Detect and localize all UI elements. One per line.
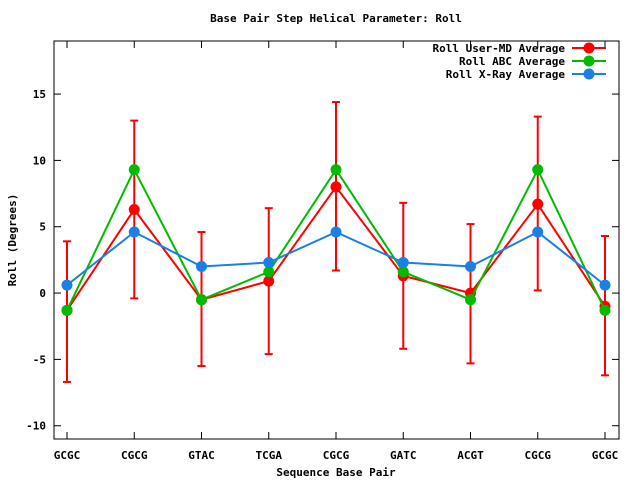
data-point (599, 304, 611, 316)
data-point (532, 164, 544, 176)
legend-marker (583, 42, 595, 54)
y-axis-label: Roll (Degrees) (6, 194, 19, 287)
x-tick-label: CGCG (121, 449, 148, 462)
data-point (61, 279, 73, 291)
legend-label: Roll ABC Average (459, 55, 565, 68)
chart-title: Base Pair Step Helical Parameter: Roll (210, 12, 462, 25)
x-axis-label: Sequence Base Pair (276, 466, 396, 479)
data-point (128, 226, 140, 238)
axis-ticks (54, 41, 619, 439)
y-tick-label: 15 (33, 88, 46, 101)
data-point (599, 279, 611, 291)
legend-label: Roll X-Ray Average (446, 68, 566, 81)
x-tick-label: TCGA (256, 449, 283, 462)
x-tick-label: GCGC (54, 449, 81, 462)
data-point (532, 198, 544, 210)
data-point (397, 266, 409, 278)
data-point (128, 164, 140, 176)
data-point (465, 294, 476, 306)
data-point (263, 266, 275, 278)
x-tick-labels: GCGC CGCG GTAC TCGA CGCG GATC ACGT CGCG GCGC (54, 449, 619, 462)
legend-marker (583, 68, 595, 80)
x-tick-label: GTAC (188, 449, 215, 462)
y-tick-label: -10 (26, 420, 46, 433)
x-tick-label: GATC (390, 449, 417, 462)
data-point (330, 181, 342, 193)
y-tick-label: 10 (33, 154, 46, 167)
data-point (263, 275, 275, 287)
data-point (263, 257, 275, 269)
data-point (397, 257, 409, 269)
data-point (330, 226, 342, 238)
series-2 (61, 164, 611, 316)
data-point (196, 294, 207, 306)
data-point (532, 226, 544, 238)
data-point (196, 261, 207, 273)
legend-marker (583, 55, 595, 67)
series-layer (61, 101, 611, 383)
data-point (465, 261, 476, 273)
y-tick-label: -5 (33, 353, 46, 366)
data-point (330, 164, 342, 176)
y-tick-label: 5 (39, 221, 46, 234)
x-tick-label: ACGT (457, 449, 484, 462)
y-tick-labels: -10 -5 0 5 10 15 (26, 88, 46, 433)
legend-label: Roll User-MD Average (433, 42, 566, 55)
x-tick-label: CGCG (323, 449, 350, 462)
series-3 (61, 226, 611, 291)
x-tick-label: CGCG (525, 449, 552, 462)
x-tick-label: GCGC (592, 449, 619, 462)
data-point (61, 304, 73, 316)
data-point (128, 203, 140, 215)
y-tick-label: 0 (39, 287, 46, 300)
